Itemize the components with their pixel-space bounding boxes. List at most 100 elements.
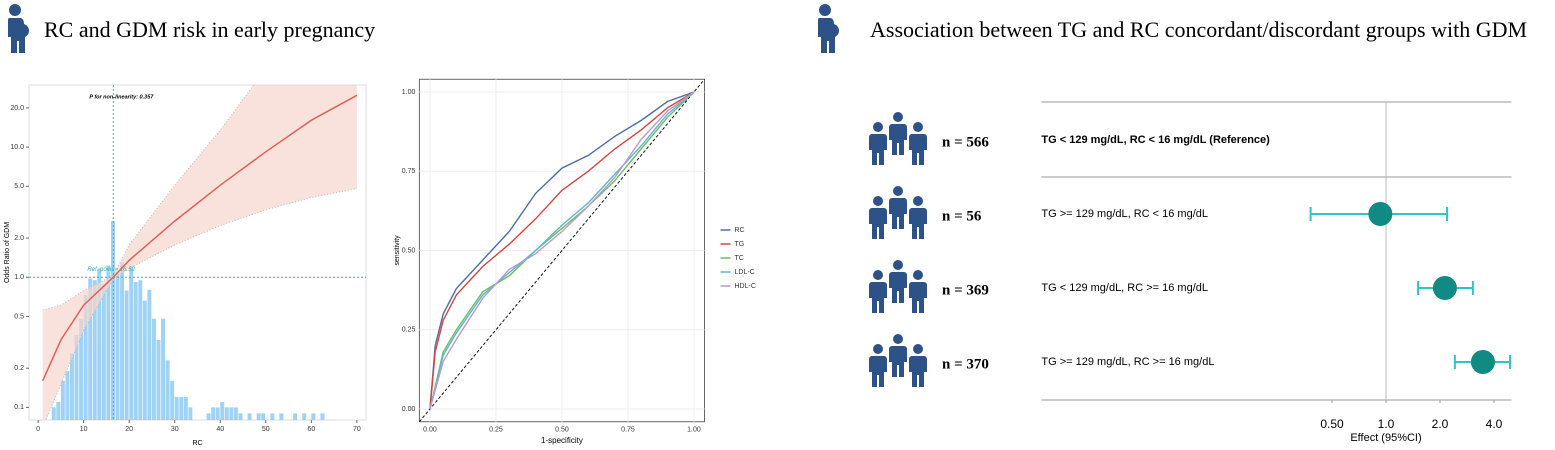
- histogram-bar: [161, 318, 166, 420]
- annotation: P for non-linearity: 0.357: [89, 94, 154, 100]
- y-tick-label: 5.0: [14, 183, 24, 190]
- histogram-bar: [56, 402, 61, 420]
- histogram-bar: [311, 413, 316, 420]
- histogram-bar: [165, 360, 170, 420]
- row-label: TG >= 129 mg/dL, RC < 16 mg/dL: [1041, 208, 1208, 220]
- estimate-point: [1432, 276, 1457, 300]
- histogram-bar: [129, 266, 134, 420]
- histogram-bar: [229, 407, 234, 420]
- histogram-bar: [142, 300, 147, 420]
- person-icon: [869, 122, 887, 165]
- estimate-point: [1368, 202, 1393, 226]
- x-tick-label: 0.50: [555, 427, 569, 434]
- histogram-bar: [215, 407, 220, 420]
- row-label: TG >= 129 mg/dL, RC >= 16 mg/dL: [1041, 356, 1214, 368]
- n-label: n = 56: [942, 208, 982, 224]
- legend-label: HDL-C: [735, 283, 756, 290]
- roc-curve: [429, 91, 695, 410]
- histogram-bar: [220, 402, 225, 420]
- person-icon: [889, 334, 907, 377]
- x-tick-label: 1.00: [687, 427, 701, 434]
- histogram-bar: [279, 413, 284, 420]
- pregnant-icon: [818, 4, 840, 53]
- histogram-bar: [65, 371, 70, 420]
- y-tick-label: 0.75: [402, 168, 416, 175]
- x-tick-label: 0.00: [423, 427, 437, 434]
- histogram-bar: [233, 407, 238, 420]
- legend-label: TC: [735, 255, 744, 262]
- histogram-bar: [293, 413, 298, 420]
- y-tick-label: 2.0: [14, 235, 24, 242]
- person-icon: [889, 260, 907, 303]
- roc-curve: [429, 91, 695, 410]
- legend-label: LDL-C: [735, 269, 755, 276]
- histogram-bar: [151, 318, 156, 420]
- histogram-bar: [97, 268, 102, 420]
- y-tick-label: 0.2: [14, 365, 24, 372]
- histogram-bar: [270, 413, 275, 420]
- panel-title: RC and GDM risk in early pregnancy: [44, 17, 375, 42]
- y-tick-label: 0.5: [14, 313, 24, 320]
- histogram-bar: [115, 271, 120, 420]
- x-tick-label: 70: [353, 426, 361, 433]
- person-icon: [869, 344, 887, 387]
- histogram-bar: [174, 397, 179, 420]
- y-tick-label: 0.25: [402, 327, 416, 334]
- roc-curve: [429, 91, 695, 410]
- x-axis-label: 1-specificity: [541, 436, 583, 445]
- y-tick-label: 1.0: [14, 274, 24, 281]
- person-icon: [869, 270, 887, 313]
- histogram-bar: [83, 295, 88, 420]
- n-label: n = 370: [942, 356, 989, 372]
- n-label: n = 369: [942, 282, 989, 298]
- x-tick-label: 0: [36, 426, 40, 433]
- x-tick-label: 20: [125, 426, 133, 433]
- histogram-bar: [51, 407, 56, 420]
- histogram-bar: [101, 284, 106, 420]
- histogram-bar: [188, 407, 193, 420]
- person-icon: [889, 186, 907, 229]
- or-curve: [42, 94, 358, 382]
- histogram-bar: [247, 413, 252, 420]
- histogram-bar: [133, 281, 138, 420]
- histogram-bar: [120, 262, 125, 420]
- histogram-bar: [92, 280, 97, 420]
- histogram-bar: [60, 380, 65, 420]
- histogram-bar: [206, 413, 211, 420]
- x-tick-label: 0.50: [1320, 417, 1344, 431]
- x-tick-label: 4.0: [1486, 417, 1503, 431]
- histogram-bar: [147, 289, 152, 420]
- x-tick-label: 10: [80, 426, 88, 433]
- y-tick-label: 10.0: [10, 144, 24, 151]
- histogram-bar: [110, 221, 115, 420]
- histogram-bar: [88, 278, 93, 420]
- histogram-bar: [156, 339, 161, 420]
- y-tick-label: 0.1: [14, 404, 24, 411]
- person-icon: [909, 270, 927, 313]
- histogram-bar: [124, 290, 129, 420]
- person-icon: [909, 122, 927, 165]
- legend-label: RC: [735, 227, 745, 234]
- x-tick-label: 60: [307, 426, 315, 433]
- histogram-bar: [302, 413, 307, 420]
- histogram-bar: [69, 353, 74, 420]
- histogram-bar: [179, 397, 184, 420]
- x-tick-label: 1.0: [1378, 417, 1395, 431]
- histogram-bar: [238, 413, 243, 420]
- histogram-bar: [138, 280, 143, 420]
- person-icon: [869, 196, 887, 239]
- estimate-point: [1470, 350, 1495, 374]
- ci-band: [42, 85, 357, 420]
- row-label: TG < 129 mg/dL, RC < 16 mg/dL (Reference…: [1041, 134, 1270, 146]
- x-tick-label: 2.0: [1432, 417, 1449, 431]
- legend-label: TG: [735, 241, 745, 248]
- x-axis-label: RC: [192, 440, 202, 447]
- roc-curve: [429, 91, 695, 410]
- x-tick-label: 40: [216, 426, 224, 433]
- histogram-bar: [256, 413, 261, 420]
- row-label: TG < 129 mg/dL, RC >= 16 mg/dL: [1041, 282, 1208, 294]
- histogram-bar: [106, 265, 111, 420]
- plot-area: [42, 85, 358, 420]
- histogram-bar: [211, 407, 216, 420]
